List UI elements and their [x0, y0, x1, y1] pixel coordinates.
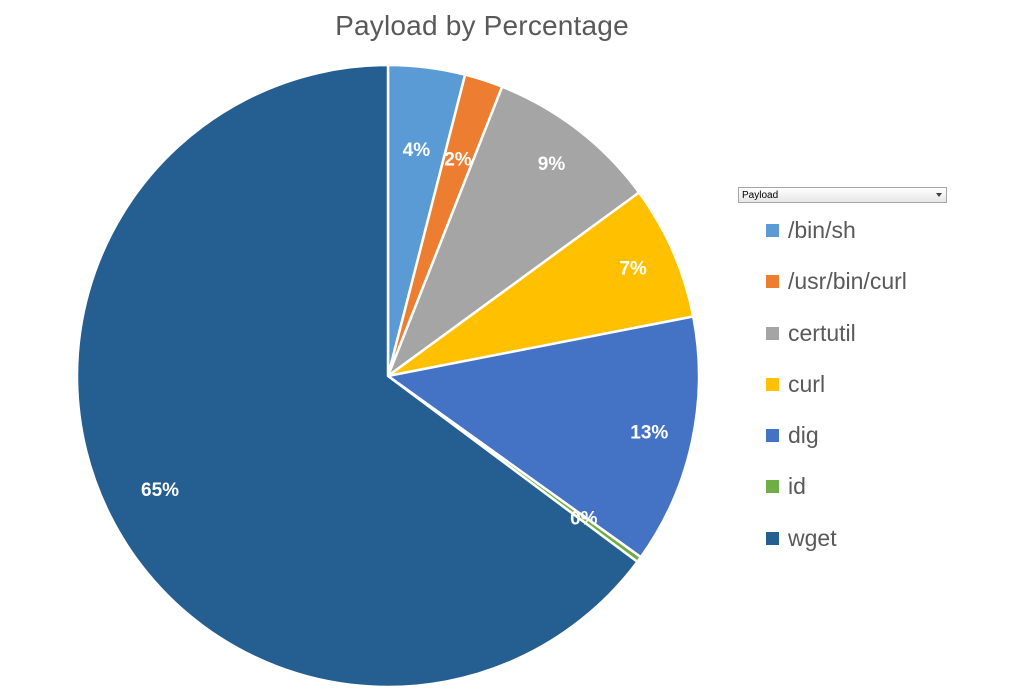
legend-label: wget	[788, 524, 837, 551]
legend-item-usr-bin-curl: /usr/bin/curl	[766, 266, 996, 317]
legend-item-bin-sh: /bin/sh	[766, 215, 996, 266]
data-label-certutil: 9%	[538, 154, 566, 175]
legend-label: dig	[788, 422, 819, 449]
legend-swatch	[766, 275, 779, 289]
payload-filter-label: Payload	[742, 190, 779, 201]
legend-item-curl: curl	[766, 369, 996, 420]
data-label-wget: 65%	[141, 480, 179, 501]
legend-label: certutil	[788, 319, 856, 346]
chart-title: Payload by Percentage	[335, 10, 629, 41]
dropdown-arrow-icon	[936, 193, 942, 197]
data-label-id: 0%	[570, 509, 598, 530]
chart-legend: /bin/sh/usr/bin/curl certutil curl dig id wge…	[766, 215, 996, 574]
legend-swatch	[766, 429, 779, 443]
legend-swatch	[766, 326, 779, 340]
pie-slice-dig	[386, 315, 701, 559]
legend-item-id: id	[766, 471, 996, 522]
legend-swatch	[766, 531, 779, 545]
legend-swatch	[766, 480, 779, 494]
data-label-curl: 7%	[619, 258, 647, 279]
legend-item-dig: dig	[766, 420, 996, 471]
pie-slice-certutil	[386, 85, 641, 378]
legend-label: id	[788, 473, 806, 500]
data-label-usr-bin-curl: 2%	[444, 150, 472, 171]
legend-item-certutil: certutil	[766, 318, 996, 369]
legend-swatch	[766, 377, 779, 391]
pie-slices	[75, 63, 701, 689]
legend-item-wget: wget	[766, 523, 996, 574]
payload-filter-dropdown[interactable]: Payload	[738, 187, 947, 203]
data-label-dig: 13%	[630, 422, 668, 443]
legend-label: /bin/sh	[788, 217, 856, 243]
legend-label: /usr/bin/curl	[788, 268, 907, 295]
legend-swatch	[766, 224, 779, 237]
pie-slice-wget	[75, 63, 639, 689]
legend-label: curl	[788, 370, 826, 397]
data-label-bin-sh: 4%	[403, 140, 431, 161]
pie-data-labels: 4% 2% 9% 7% 13% 0% 65%	[141, 140, 668, 529]
